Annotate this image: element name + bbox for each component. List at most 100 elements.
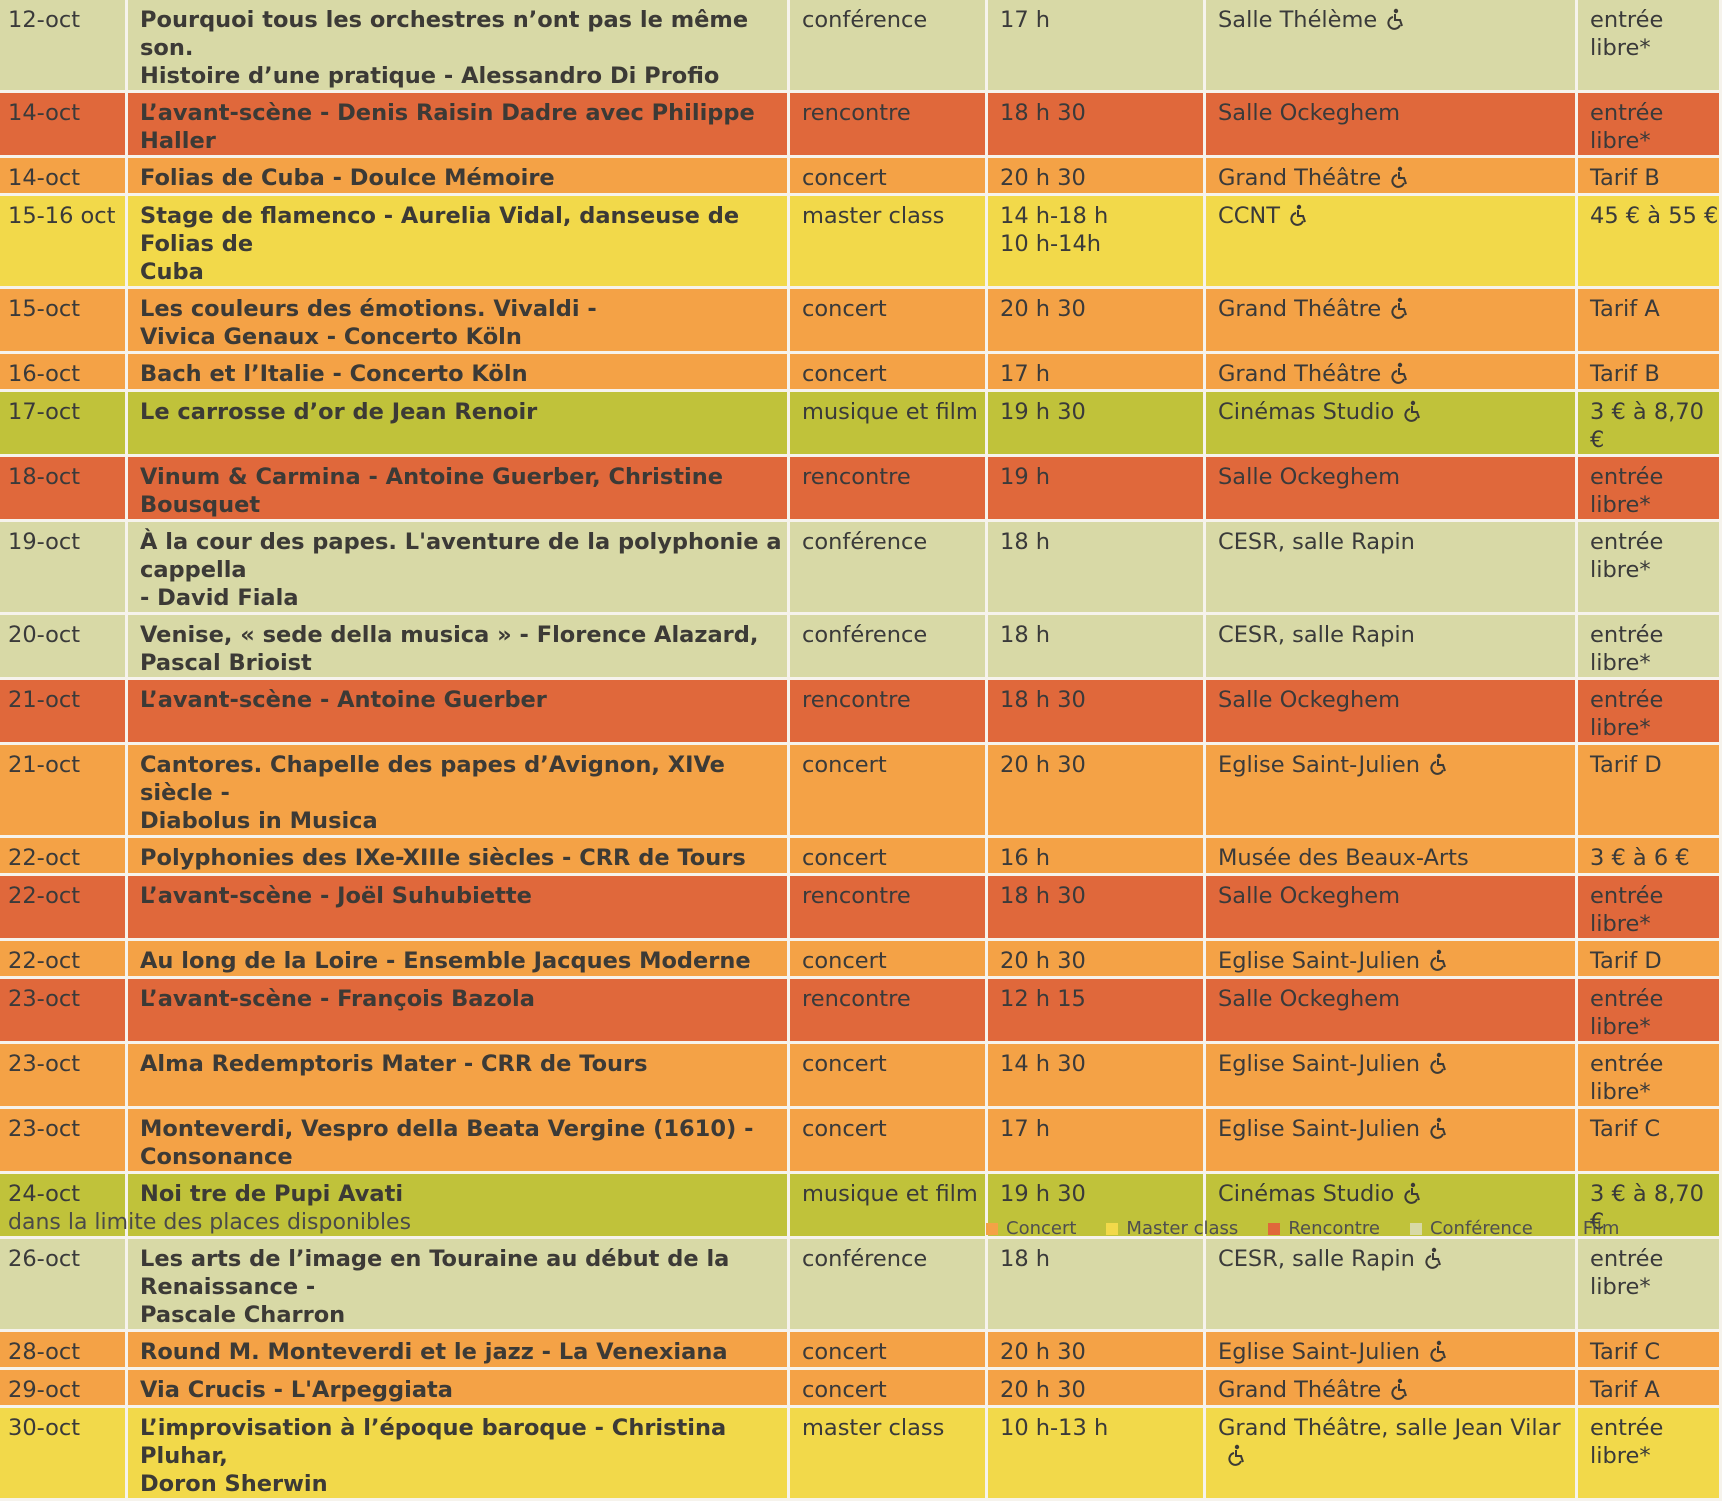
title-cell-text: Monteverdi, Vespro della Beata Vergine (…	[140, 1116, 754, 1170]
venue-cell: Cinémas Studio	[1206, 392, 1578, 457]
type-cell-text: conférence	[802, 529, 928, 555]
program-row: 22-oct Au long de la Loire - Ensemble Jac…	[0, 941, 1722, 979]
legend-swatch	[1562, 1222, 1575, 1235]
program-row: 28-oct Round M. Monteverdi et le jazz - L…	[0, 1332, 1722, 1370]
venue-cell: Grand Théâtre	[1206, 158, 1578, 196]
date-cell-text: 23-oct	[8, 986, 81, 1012]
title-cell-text: Stage de flamenco - Aurelia Vidal, danse…	[140, 203, 740, 285]
time-cell: 18 h	[988, 1239, 1206, 1332]
wheelchair-access-icon	[1425, 1245, 1443, 1273]
title-cell-text: Noi tre de Pupi Avati	[140, 1181, 404, 1207]
price-cell: entrée libre*	[1578, 457, 1722, 522]
type-cell-text: rencontre	[802, 687, 911, 713]
legend-swatch	[1106, 1222, 1119, 1235]
venue-cell: Grand Théâtre	[1206, 354, 1578, 392]
time-cell: 19 h	[988, 457, 1206, 522]
price-cell: entrée libre*	[1578, 615, 1722, 680]
legend-swatch	[1268, 1222, 1281, 1235]
type-cell: rencontre	[790, 876, 988, 941]
date-cell: 20-oct	[0, 615, 128, 680]
title-cell: Via Crucis - L'Arpeggiata	[128, 1370, 790, 1408]
wheelchair-access-icon	[1387, 6, 1405, 34]
price-cell: entrée libre*	[1578, 1239, 1722, 1332]
date-cell: 14-oct	[0, 158, 128, 196]
time-cell: 20 h 30	[988, 289, 1206, 354]
wheelchair-access-icon	[1228, 1442, 1246, 1470]
date-cell: 17-oct	[0, 392, 128, 457]
price-cell-text: Tarif B	[1590, 165, 1660, 191]
date-cell: 30-oct	[0, 1408, 128, 1501]
type-cell: concert	[790, 1044, 988, 1109]
wheelchair-access-icon	[1391, 360, 1409, 388]
price-cell-text: entrée libre*	[1590, 464, 1664, 518]
legend-label: Rencontre	[1288, 1218, 1380, 1239]
program-row: 23-oct Monteverdi, Vespro della Beata Ver…	[0, 1109, 1722, 1174]
venue-cell: CESR, salle Rapin	[1206, 615, 1578, 680]
price-cell-text: 3 € à 8,70 €	[1590, 399, 1704, 453]
type-cell-text: conférence	[802, 7, 928, 33]
price-cell: Tarif A	[1578, 289, 1722, 354]
date-cell: 29-oct	[0, 1370, 128, 1408]
price-cell-text: entrée libre*	[1590, 883, 1664, 937]
time-cell-text: 20 h 30	[1000, 165, 1086, 191]
type-cell: concert	[790, 745, 988, 838]
title-cell-text: Au long de la Loire - Ensemble Jacques M…	[140, 948, 751, 974]
time-cell-text: 18 h	[1000, 529, 1051, 555]
price-cell-text: 3 € à 8,70 €	[1590, 1181, 1704, 1235]
title-cell: Le carrosse d’or de Jean Renoir	[128, 392, 790, 457]
type-cell: rencontre	[790, 93, 988, 158]
time-cell: 20 h 30	[988, 158, 1206, 196]
venue-cell: Eglise Saint-Julien	[1206, 1332, 1578, 1370]
title-cell: Pourquoi tous les orchestres n’ont pas l…	[128, 0, 790, 93]
date-cell: 15-oct	[0, 289, 128, 354]
legend-swatch	[986, 1222, 998, 1235]
program-row: 14-oct L’avant-scène - Denis Raisin Dadre…	[0, 93, 1722, 158]
time-cell: 12 h 15	[988, 979, 1206, 1044]
price-cell-text: entrée libre*	[1590, 7, 1664, 61]
footnote: dans la limite des places disponibles	[8, 1210, 412, 1235]
type-cell: conférence	[790, 0, 988, 93]
title-cell-text: Les couleurs des émotions. Vivaldi - Viv…	[140, 296, 597, 350]
time-cell-text: 18 h	[1000, 622, 1051, 648]
price-cell: Tarif C	[1578, 1109, 1722, 1174]
program-row: 20-oct Venise, « sede della musica » - Fl…	[0, 615, 1722, 680]
price-cell-text: entrée libre*	[1590, 1246, 1664, 1300]
type-cell-text: master class	[802, 1415, 945, 1441]
type-cell-text: concert	[802, 1051, 887, 1077]
venue-cell-text: Salle Thélème	[1218, 7, 1378, 33]
type-cell: master class	[790, 1408, 988, 1501]
type-cell: conférence	[790, 522, 988, 615]
legend-item: Film	[1562, 1218, 1619, 1239]
title-cell: Stage de flamenco - Aurelia Vidal, danse…	[128, 196, 790, 289]
title-cell-text: Cantores. Chapelle des papes d’Avignon, …	[140, 752, 725, 834]
type-cell: musique et film	[790, 392, 988, 457]
time-cell: 18 h 30	[988, 876, 1206, 941]
venue-cell: Musée des Beaux-Arts	[1206, 838, 1578, 876]
legend: Concert Master class Rencontre Conférence Fi…	[986, 1218, 1619, 1239]
wheelchair-access-icon	[1290, 202, 1308, 230]
date-cell: 23-oct	[0, 1044, 128, 1109]
title-cell-text: Les arts de l’image en Touraine au début…	[140, 1246, 730, 1328]
wheelchair-access-icon	[1404, 398, 1422, 426]
title-cell-text: L’avant-scène - François Bazola	[140, 986, 535, 1012]
time-cell-text: 20 h 30	[1000, 752, 1086, 778]
program-row: 26-oct Les arts de l’image en Touraine au…	[0, 1239, 1722, 1332]
program-row: 30-oct L’improvisation à l’époque baroque…	[0, 1408, 1722, 1501]
program-row: 21-oct L’avant-scène - Antoine Guerber ren…	[0, 680, 1722, 745]
title-cell: Venise, « sede della musica » - Florence…	[128, 615, 790, 680]
venue-cell-text: Salle Ockeghem	[1218, 100, 1401, 126]
time-cell-text: 18 h	[1000, 1246, 1051, 1272]
date-cell-text: 17-oct	[8, 399, 81, 425]
time-cell: 20 h 30	[988, 1370, 1206, 1408]
venue-cell-text: Grand Théâtre	[1218, 1377, 1382, 1403]
wheelchair-access-icon	[1430, 1050, 1448, 1078]
price-cell: entrée libre*	[1578, 522, 1722, 615]
type-cell-text: rencontre	[802, 986, 911, 1012]
date-cell: 26-oct	[0, 1239, 128, 1332]
venue-cell-text: Eglise Saint-Julien	[1218, 1339, 1420, 1365]
time-cell-text: 14 h 30	[1000, 1051, 1086, 1077]
date-cell-text: 26-oct	[8, 1246, 81, 1272]
legend-swatch	[1409, 1222, 1422, 1235]
date-cell: 16-oct	[0, 354, 128, 392]
title-cell-text: Venise, « sede della musica » - Florence…	[140, 622, 759, 676]
